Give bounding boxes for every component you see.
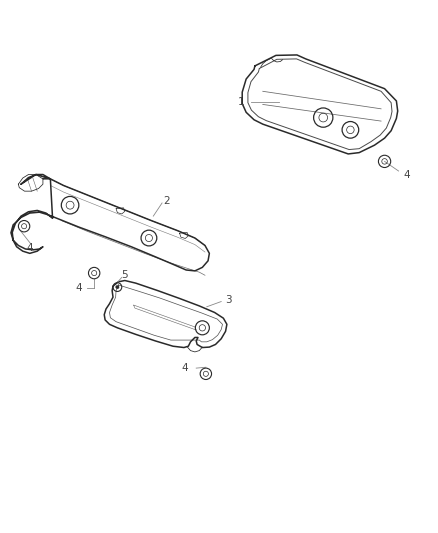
Text: 4: 4 bbox=[403, 169, 410, 180]
Text: 4: 4 bbox=[26, 243, 33, 253]
Text: 4: 4 bbox=[75, 282, 82, 293]
Text: 4: 4 bbox=[182, 363, 188, 373]
Text: 5: 5 bbox=[121, 270, 128, 280]
Text: 2: 2 bbox=[163, 196, 170, 206]
Text: 1: 1 bbox=[237, 97, 244, 107]
Text: 3: 3 bbox=[226, 295, 232, 305]
Circle shape bbox=[116, 286, 119, 289]
